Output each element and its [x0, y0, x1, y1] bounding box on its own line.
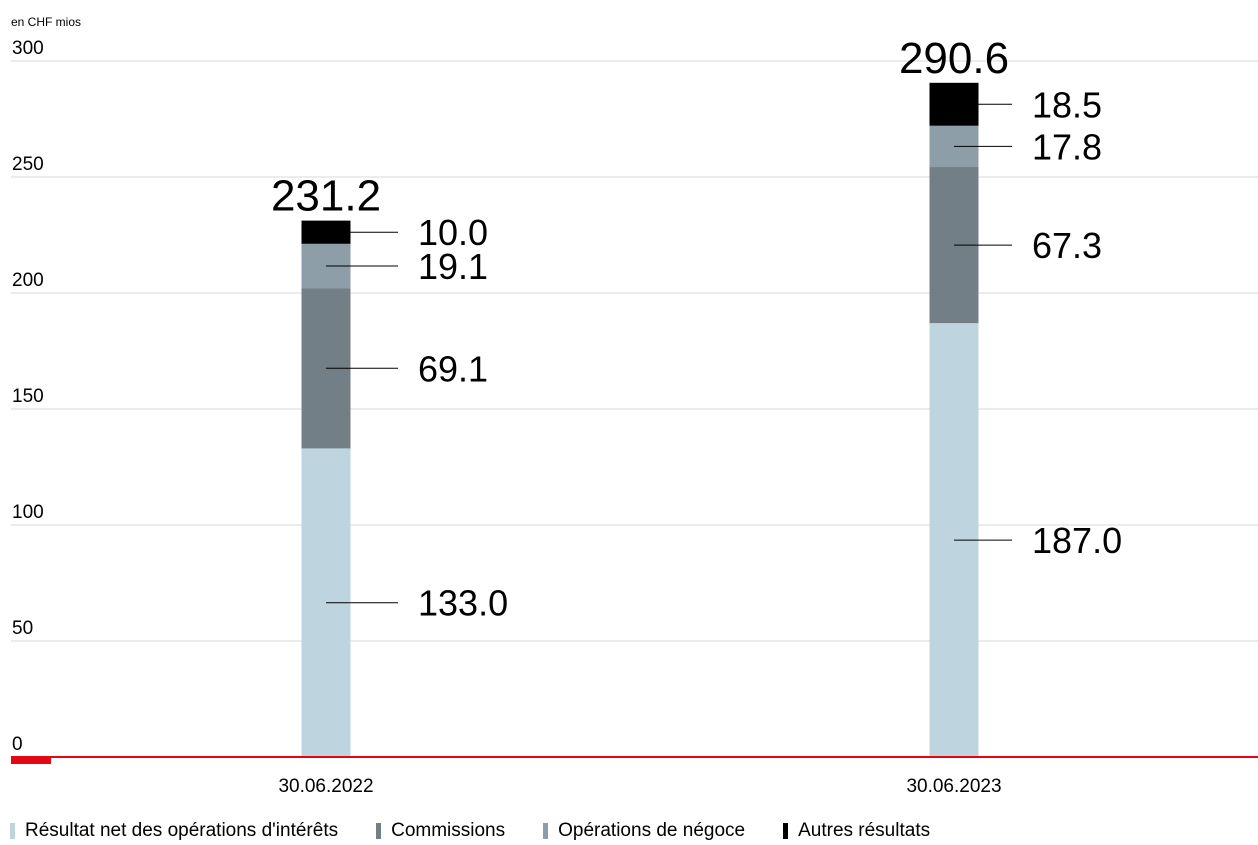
data-label: 187.0 — [1032, 520, 1122, 561]
legend-swatch — [10, 823, 15, 839]
data-labels: 133.0 69.1 19.110.0 231.2 187.0 67.3 17.818.5 2… — [271, 34, 1122, 624]
legend-item: Autres résultats — [783, 820, 930, 842]
bars — [301, 82, 979, 757]
data-label: 67.3 — [1032, 225, 1102, 266]
legend-swatch — [376, 823, 382, 839]
y-axis-ticks: 0 50 100 150 200 250 300 — [12, 38, 44, 755]
y-tick-label: 200 — [12, 270, 44, 291]
y-tick-label: 50 — [12, 618, 33, 639]
legend-label: Résultat net des opérations d'intérêts — [25, 820, 339, 841]
gridlines — [11, 60, 1258, 642]
y-tick-label: 150 — [12, 386, 44, 407]
label-leaders — [326, 103, 1012, 604]
y-tick-label: 0 — [12, 734, 23, 755]
legend-swatch — [783, 823, 789, 839]
data-label: 19.1 — [418, 246, 488, 287]
y-tick-label: 250 — [12, 154, 44, 175]
y-tick-label: 300 — [12, 38, 44, 59]
legend-item: Résultat net des opérations d'intérêts — [10, 820, 338, 842]
total-label: 290.6 — [899, 34, 1009, 83]
legend-item: Commissions — [376, 820, 505, 842]
legend-label: Autres résultats — [798, 820, 931, 841]
data-label: 133.0 — [418, 583, 508, 624]
unit-label: en CHF mios — [11, 15, 81, 29]
legend-label: Opérations de négoce — [558, 820, 746, 841]
legend-item: Opérations de négoce — [543, 820, 745, 842]
data-label: 10.0 — [418, 212, 488, 253]
y-tick-label: 100 — [12, 502, 44, 523]
total-label: 231.2 — [271, 172, 381, 221]
data-label: 17.8 — [1032, 126, 1102, 167]
data-label: 69.1 — [418, 348, 488, 389]
legend-swatch — [543, 823, 549, 839]
x-tick-label: 30.06.2022 — [278, 776, 373, 797]
legend-label: Commissions — [391, 820, 506, 841]
x-tick-label: 30.06.2023 — [906, 776, 1001, 797]
legend: Résultat net des opérations d'intérêts Co… — [10, 819, 968, 843]
x-axis: 30.06.2022 30.06.2023 — [11, 756, 1258, 797]
data-label: 18.5 — [1032, 84, 1102, 125]
axis-marker — [11, 757, 51, 764]
